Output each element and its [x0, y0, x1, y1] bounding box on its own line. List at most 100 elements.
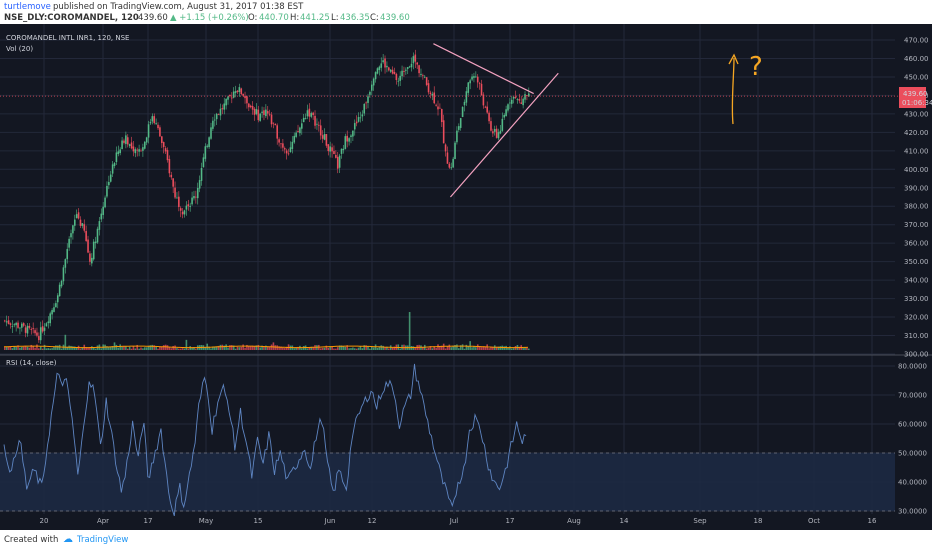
volume-bar [427, 347, 430, 350]
volume-bar [312, 347, 314, 350]
candle-body [272, 122, 275, 124]
volume-bar [285, 346, 288, 350]
time-tick-label: 14 [620, 517, 629, 525]
volume-bar [128, 346, 131, 350]
candle-body [357, 117, 360, 122]
candle-body [128, 144, 131, 146]
volume-bar [64, 334, 67, 350]
candle-body [467, 82, 470, 93]
candle-body [13, 324, 16, 326]
candle-body [388, 67, 390, 71]
volume-bar [346, 345, 349, 350]
volume-bar [234, 348, 237, 350]
volume-bars [4, 312, 530, 350]
volume-bar [181, 348, 184, 350]
candle-body [248, 103, 250, 108]
volume-bar [444, 348, 447, 350]
volume-bar [223, 345, 226, 350]
candle-body [282, 143, 284, 148]
candle-body [9, 323, 12, 326]
candle-body [49, 313, 52, 324]
candle-body [41, 326, 44, 332]
volume-bar [100, 348, 103, 350]
candle-body [161, 136, 163, 144]
volume-bar [119, 344, 121, 350]
volume-bar [478, 346, 481, 350]
rsi-band [0, 453, 895, 511]
candle-body [187, 204, 190, 207]
publish-info: published on TradingView.com, August 31,… [53, 2, 304, 12]
candle-body [503, 114, 506, 118]
candle-body [509, 102, 511, 104]
volume-bar [13, 346, 16, 350]
candle-body [463, 101, 466, 106]
candle-body [172, 178, 174, 187]
volume-bar [363, 345, 366, 350]
volume-bar [280, 346, 282, 350]
rsi-tick-label: 60.0000 [898, 421, 927, 429]
candle-body [401, 70, 403, 77]
time-tick-label: Jun [324, 517, 336, 525]
candle-body [397, 80, 400, 82]
volume-bar [117, 347, 120, 350]
volume-bar [41, 348, 44, 350]
volume-bar [365, 345, 367, 350]
candle-body [501, 118, 504, 131]
upper-trendline [433, 43, 534, 95]
candle-body [495, 128, 498, 138]
volume-bar [484, 346, 487, 350]
tradingview-brand-link[interactable]: TradingView [77, 535, 129, 545]
volume-bar [56, 345, 59, 350]
candle-body [166, 150, 169, 161]
candle-body [5, 321, 8, 323]
rsi-tick-label: 80.0000 [898, 363, 927, 371]
candle-body [268, 113, 271, 115]
volume-bar [4, 346, 6, 350]
close-value: 439.60 [380, 13, 410, 23]
candle-body [111, 164, 114, 174]
candle-body [140, 150, 142, 152]
candle-body [374, 72, 377, 80]
time-tick-label: 18 [754, 517, 763, 525]
volume-bar [36, 344, 38, 350]
volume-bar [136, 344, 139, 350]
rsi-tick-label: 30.0000 [898, 508, 927, 516]
volume-bar [170, 348, 173, 350]
chart-canvas[interactable]: ? 470.00460.00450.00440.00430.00420.0041… [0, 24, 932, 530]
volume-bar [274, 345, 277, 350]
candle-body [66, 249, 69, 260]
volume-bar [482, 346, 485, 350]
candle-body [79, 219, 82, 226]
candle-body [22, 323, 25, 326]
candle-body [510, 99, 513, 104]
candle-body [361, 114, 364, 117]
candle-body [318, 124, 320, 126]
symbol-label: NSE_DLY:COROMANDEL, 120 [4, 13, 139, 23]
volume-bar [227, 347, 229, 350]
volume-bar [526, 347, 528, 350]
candle-body [336, 156, 339, 169]
candle-body [528, 93, 530, 97]
candle-body [195, 196, 197, 198]
volume-bar [51, 348, 53, 350]
candle-body [98, 221, 101, 230]
candle-body [212, 120, 214, 129]
candle-body [386, 65, 388, 68]
volume-bar [17, 345, 19, 350]
author-link[interactable]: turtlemove [4, 2, 51, 12]
volume-bar [79, 348, 82, 350]
candle-body [176, 197, 178, 199]
volume-bar [5, 346, 8, 350]
volume-bar [66, 346, 69, 350]
candle-body [293, 135, 296, 143]
volume-bar [125, 346, 127, 350]
candle-body [452, 158, 454, 168]
candle-body [389, 69, 392, 72]
price-tick-label: 390.00 [904, 184, 929, 192]
volume-bar [115, 344, 118, 350]
candle-body [51, 310, 53, 315]
volume-bar [94, 348, 97, 350]
grid-lines [0, 24, 895, 514]
volume-bar [145, 347, 148, 350]
candle-body [189, 205, 191, 207]
